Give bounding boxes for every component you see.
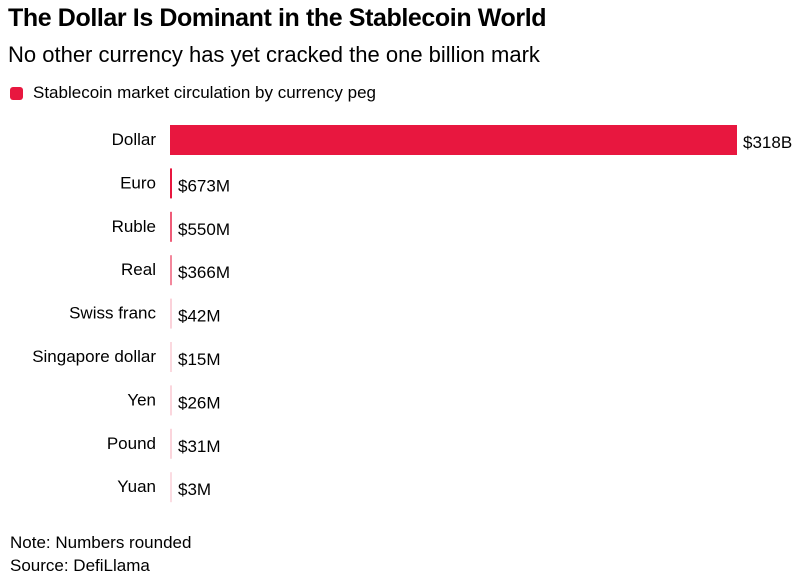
category-label-ruble: Ruble (112, 217, 156, 236)
category-label-euro: Euro (120, 173, 156, 192)
bar-yuan (170, 472, 172, 503)
value-label-singapore-dollar: $15M (178, 350, 221, 369)
category-label-yen: Yen (127, 390, 156, 409)
bar-pound (170, 428, 172, 459)
bar-singapore-dollar (170, 342, 172, 372)
category-label-pound: Pound (107, 434, 156, 453)
category-label-yuan: Yuan (117, 477, 156, 496)
category-label-dollar: Dollar (112, 130, 157, 149)
bar-yen (170, 385, 172, 416)
value-label-euro: $673M (178, 176, 230, 195)
value-label-real: $366M (178, 263, 230, 282)
value-label-swiss-franc: $42M (178, 307, 221, 326)
bar-dollar (170, 125, 737, 155)
category-label-swiss-franc: Swiss franc (69, 304, 156, 323)
bar-swiss-franc (170, 298, 172, 329)
bar-chart: Dollar $318B Euro $673M Ruble $550M Real $366M S… (32, 125, 792, 503)
legend-swatch (10, 86, 23, 100)
category-label-singapore-dollar: Singapore dollar (32, 347, 156, 366)
bar-euro (170, 168, 172, 199)
category-label-real: Real (121, 260, 156, 279)
value-label-yen: $26M (178, 393, 221, 412)
chart-subtitle: No other currency has yet cracked the on… (8, 42, 540, 67)
legend: Stablecoin market circulation by currenc… (10, 82, 376, 104)
value-label-dollar: $318B (743, 133, 792, 152)
value-label-ruble: $550M (178, 220, 230, 239)
chart-source: Source: DefiLlama (10, 556, 150, 575)
value-label-pound: $31M (178, 437, 221, 456)
chart-title: The Dollar Is Dominant in the Stablecoin… (8, 4, 547, 32)
chart-note: Note: Numbers rounded (10, 533, 192, 552)
bar-real (170, 255, 172, 286)
legend-label: Stablecoin market circulation by currenc… (33, 83, 376, 102)
bar-ruble (170, 211, 172, 242)
value-label-yuan: $3M (178, 480, 211, 499)
